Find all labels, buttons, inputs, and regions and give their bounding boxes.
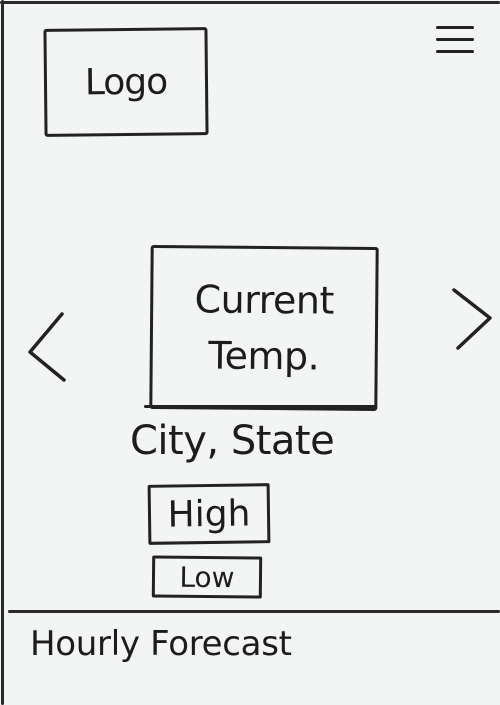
low-temp-label: Low xyxy=(179,560,235,594)
logo[interactable]: Logo xyxy=(43,27,209,137)
logo-label: Logo xyxy=(84,61,168,103)
chevron-right-icon[interactable] xyxy=(446,284,496,364)
current-temp-label-line1: Current xyxy=(194,277,335,323)
high-temp-button[interactable]: High xyxy=(147,483,271,545)
menu-line xyxy=(436,50,474,53)
menu-line xyxy=(436,38,474,41)
chevron-left-icon[interactable] xyxy=(22,308,72,388)
current-temp-label-line2: Temp. xyxy=(208,333,320,379)
current-temp-panel: Current Temp. xyxy=(149,245,379,411)
hourly-forecast-link[interactable]: Hourly Forecast xyxy=(30,624,292,664)
high-temp-label: High xyxy=(167,492,251,536)
low-temp-button[interactable]: Low xyxy=(151,555,263,599)
temp-underline xyxy=(144,405,376,408)
frame-top-edge xyxy=(0,1,500,4)
city-state-label: City, State xyxy=(130,418,335,464)
section-divider xyxy=(8,610,500,613)
hamburger-menu-icon[interactable] xyxy=(432,22,478,62)
menu-line xyxy=(436,26,474,29)
frame-left-edge xyxy=(1,0,4,705)
